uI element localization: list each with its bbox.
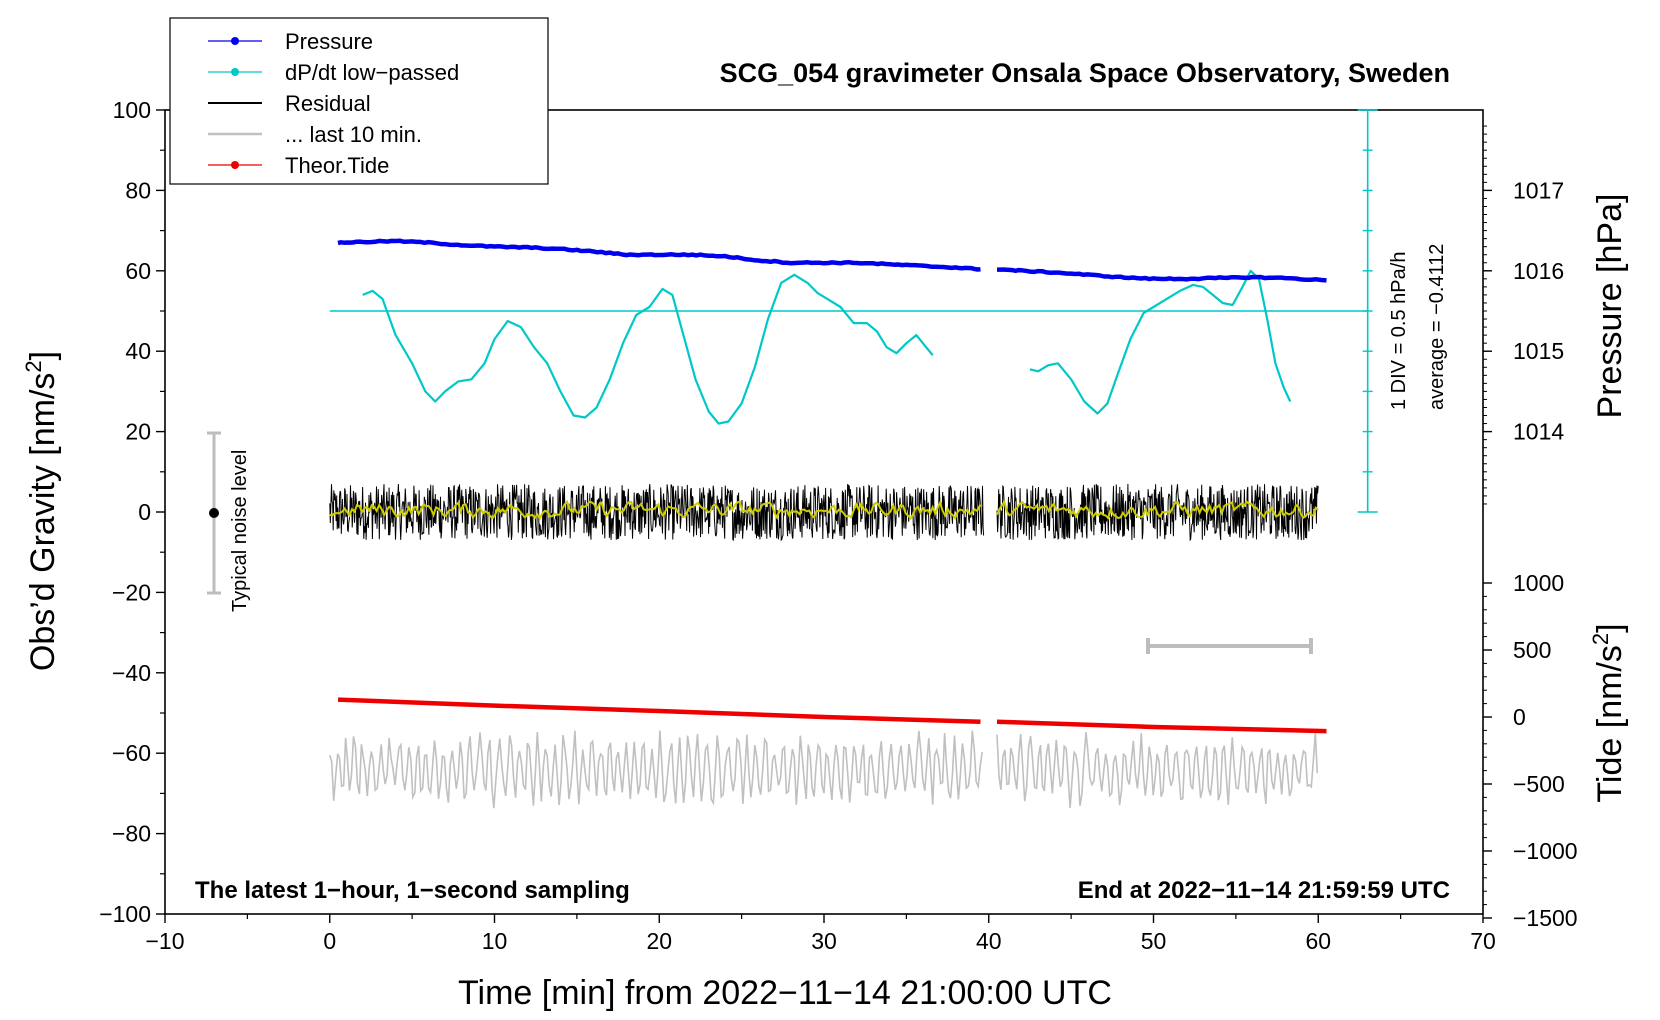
legend-marker (231, 68, 239, 76)
legend: Pressure dP/dt low−passed Residual ... last… (169, 17, 549, 185)
legend-box (169, 17, 549, 185)
x-axis-label: Time [min] from 2022−11−14 21:00:00 UTC (458, 974, 1112, 1012)
y-tick-label: −20 (112, 579, 151, 605)
residual-smoothed-line-0 (329, 499, 983, 521)
tide-label-end: ] (1591, 623, 1629, 632)
tide-tick-label: 0 (1513, 704, 1526, 730)
y-tick-label: −80 (112, 821, 151, 847)
noise-level-indicator (207, 431, 221, 595)
legend-marker (231, 37, 239, 45)
legend-marker (231, 161, 239, 169)
x-tick-label: 40 (976, 928, 1002, 954)
pressure-tick-label: 1014 (1513, 419, 1564, 445)
pressure-line-1 (997, 267, 1327, 283)
gravity-label-main: Obs’d Gravity [nm/s (24, 373, 62, 672)
dpdt-average-label: average = −0.4112 (1426, 244, 1448, 410)
x-tick-label: 0 (323, 928, 336, 954)
x-tick-label: 20 (646, 928, 672, 954)
dpdt-line-0 (362, 273, 934, 425)
y-tick-label: −40 (112, 660, 151, 686)
sampling-note: The latest 1−hour, 1−second sampling (195, 877, 630, 904)
dpdt-scale-ruler (1357, 109, 1378, 513)
noise-level-label: Typical noise level (229, 450, 251, 612)
tide-tick-label: 500 (1513, 637, 1551, 663)
y-tick-label: 60 (125, 258, 151, 284)
tide-tick-label: −1500 (1513, 905, 1578, 931)
series-group (329, 238, 1327, 809)
legend-label: ... last 10 min. (285, 122, 422, 147)
y-tick-label: 0 (138, 499, 151, 525)
chart-title: SCG_054 gravimeter Onsala Space Observat… (720, 58, 1450, 88)
x-tick-label: 30 (811, 928, 837, 954)
end-time-note: End at 2022−11−14 21:59:59 UTC (1078, 877, 1450, 904)
tide-label-main: Tide [nm/s (1591, 645, 1629, 802)
pressure-tick-label: 1016 (1513, 258, 1564, 284)
pressure-tick-label: 1017 (1513, 177, 1564, 203)
y-tick-label: 20 (125, 419, 151, 445)
last-10-min-bar (1146, 638, 1313, 654)
residual-smoothed-line-1 (996, 499, 1319, 520)
last10min-line-1 (996, 731, 1319, 809)
dpdt-div-label: 1 DIV = 0.5 hPa/h (1388, 252, 1410, 410)
y-axis-label-tide: Tide [nm/s2] (1588, 623, 1629, 802)
pressure-tick-label: 1015 (1513, 338, 1564, 364)
x-tick-label: 50 (1141, 928, 1167, 954)
y-tick-label: 100 (113, 97, 151, 123)
y-axis-label-pressure: Pressure [hPa] (1591, 194, 1629, 419)
gravity-label-end: ] (24, 351, 62, 360)
y-tick-label: −60 (112, 740, 151, 766)
tide-line-0 (337, 697, 981, 724)
tide-label-sup: 2 (1588, 633, 1613, 645)
axes-group: −10 0 10 20 30 40 50 60 70−100−80−60−40−20020406… (99, 97, 1577, 954)
pressure-line-0 (337, 238, 981, 272)
x-tick-label: 10 (482, 928, 508, 954)
tide-tick-label: 1000 (1513, 570, 1564, 596)
y-axis-label-gravity: Obs’d Gravity [nm/s2] (21, 351, 62, 671)
x-tick-label: 70 (1470, 928, 1496, 954)
x-tick-label: −10 (145, 928, 184, 954)
legend-label: dP/dt low−passed (285, 60, 459, 85)
y-tick-label: −100 (99, 901, 151, 927)
gravity-label-sup: 2 (21, 360, 46, 372)
noise-center-dot (209, 508, 219, 518)
legend-label: Residual (285, 91, 371, 116)
y-tick-label: 80 (125, 177, 151, 203)
last10min-line-0 (329, 730, 983, 809)
tide-line-1 (996, 719, 1327, 734)
legend-label: Pressure (285, 29, 373, 54)
tide-tick-label: −500 (1513, 771, 1565, 797)
y-tick-label: 40 (125, 338, 151, 364)
residual-line-1 (996, 483, 1319, 542)
x-tick-label: 60 (1305, 928, 1331, 954)
tide-tick-label: −1000 (1513, 838, 1578, 864)
legend-label: Theor.Tide (285, 153, 389, 178)
